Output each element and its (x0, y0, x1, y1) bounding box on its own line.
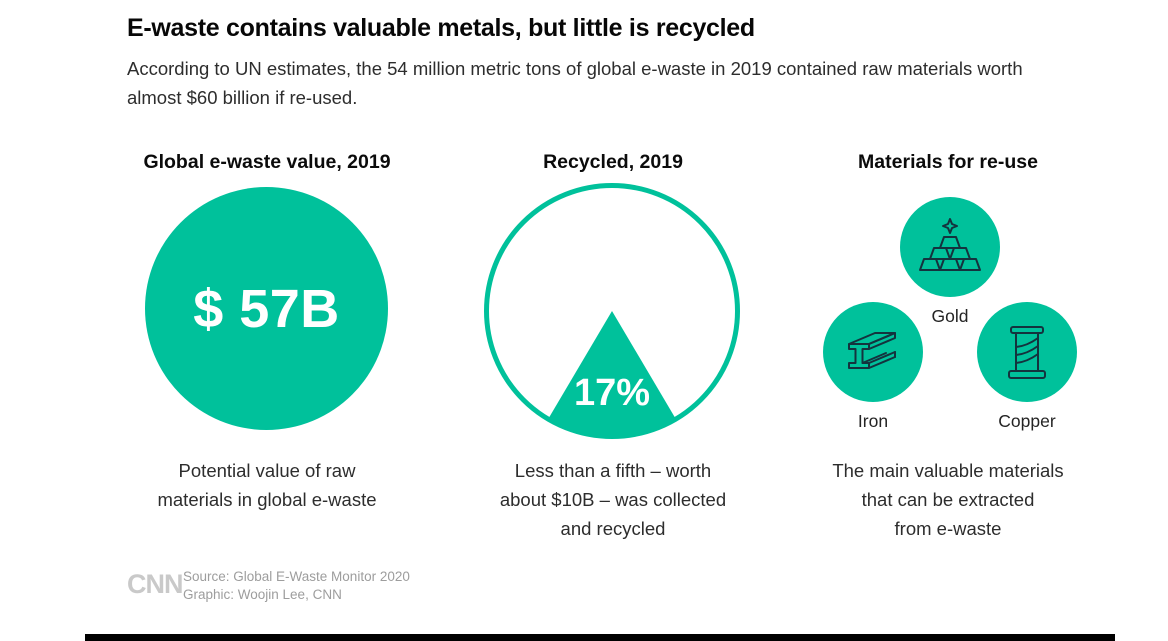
subtitle-line-1: According to UN estimates, the 54 millio… (127, 58, 1023, 79)
subtitle-line-2: almost $60 billion if re-used. (127, 87, 358, 108)
value-caption: Potential value of raw materials in glob… (157, 460, 377, 510)
materials-column-heading: Materials for re-use (858, 151, 1038, 173)
footer-credits: Source: Global E-Waste Monitor 2020 Grap… (183, 568, 410, 604)
recycled-column-heading: Recycled, 2019 (543, 151, 683, 173)
recycled-ring-chart (484, 183, 740, 439)
source-line: Source: Global E-Waste Monitor 2020 (183, 569, 410, 584)
cnn-logo: CNN (127, 569, 183, 599)
page-title: E-waste contains valuable metals, but li… (127, 14, 755, 42)
value-column-heading: Global e-waste value, 2019 (143, 151, 391, 173)
iron-circle (823, 302, 923, 402)
page-subtitle: According to UN estimates, the 54 millio… (127, 54, 1023, 112)
recycled-percent: 17% (573, 372, 651, 414)
copper-label: Copper (998, 411, 1056, 431)
copper-circle (977, 302, 1077, 402)
i-beam-icon (848, 332, 896, 369)
materials-caption: The main valuable materials that can be … (832, 460, 1064, 539)
bottom-bar (85, 634, 1115, 641)
gold-bars-icon (919, 218, 981, 271)
recycled-caption: Less than a fifth – worth about $10B – w… (499, 460, 727, 539)
sparkle-icon (942, 218, 958, 234)
recycled-wedge (548, 311, 676, 437)
value-amount: $ 57B (193, 278, 340, 339)
gold-label: Gold (931, 306, 969, 326)
value-circle: $ 57B (145, 187, 388, 430)
gold-circle (900, 197, 1000, 297)
recycled-pie (483, 182, 741, 440)
iron-label: Iron (857, 411, 889, 431)
wire-spool-icon (1008, 326, 1046, 379)
credit-line: Graphic: Woojin Lee, CNN (183, 587, 342, 602)
